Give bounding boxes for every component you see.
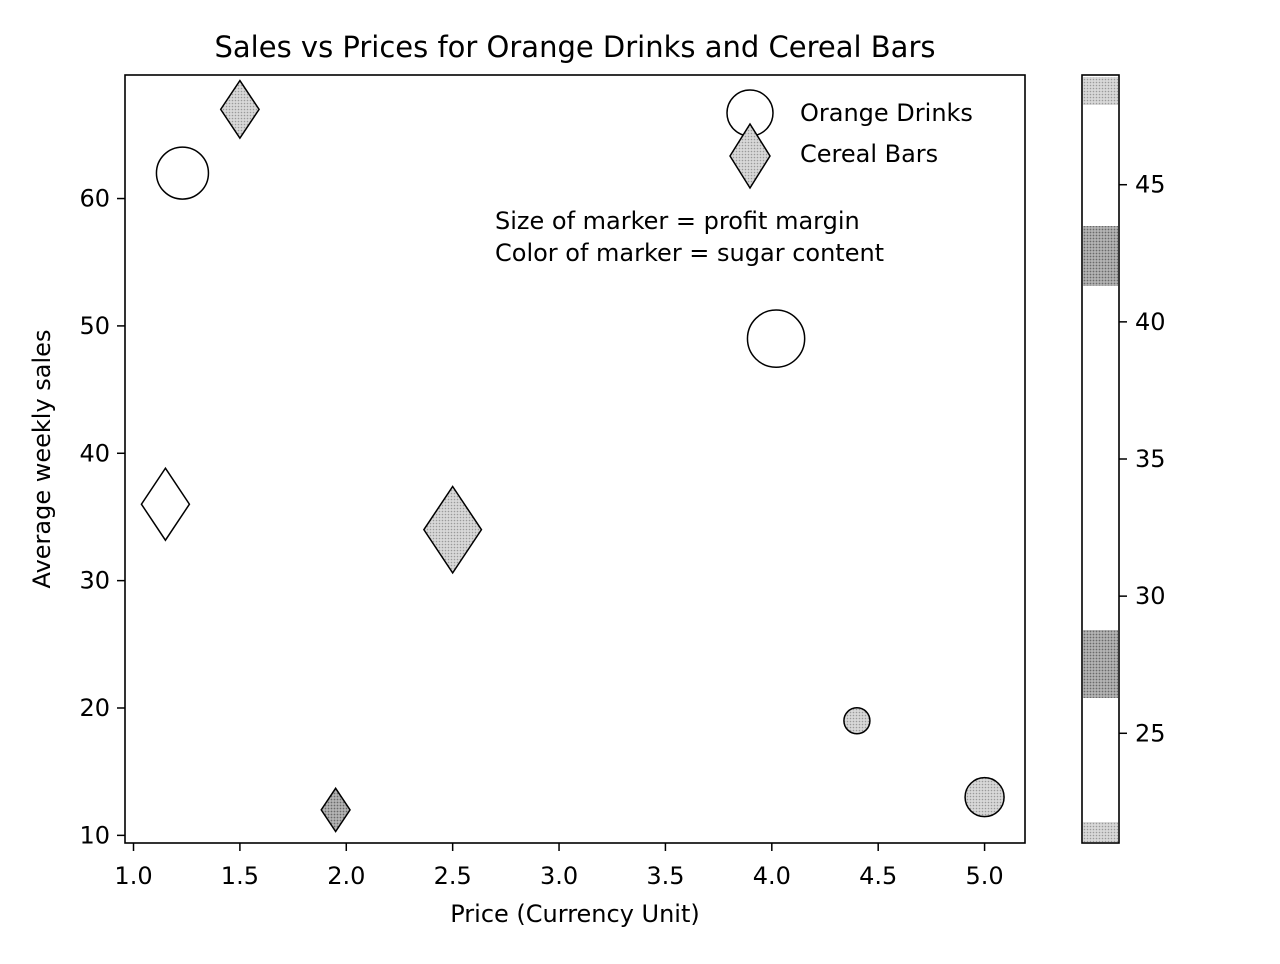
colorbar-tick-label: 45 [1135, 171, 1166, 199]
x-tick-label: 1.0 [114, 862, 152, 890]
orange-drinks-point [155, 146, 210, 200]
cereal-bars-point [422, 485, 483, 575]
y-tick-label: 10 [79, 821, 110, 849]
data-points [140, 79, 1005, 833]
colorbar-band-lower [1083, 630, 1118, 698]
annotation-line-2: Color of marker = sugar content [495, 239, 884, 267]
plot-frame [124, 74, 1026, 844]
orange-drinks-point [964, 776, 1005, 818]
y-tick-label: 40 [79, 439, 110, 467]
legend-label-orange-drinks: Orange Drinks [800, 99, 973, 127]
colorbar-tick-label: 25 [1135, 719, 1166, 747]
x-tick-label: 2.5 [434, 862, 472, 890]
chart-title: Sales vs Prices for Orange Drinks and Ce… [215, 30, 936, 64]
colorbar: 25 30 35 40 45 [1081, 74, 1166, 844]
y-tick-label: 50 [79, 312, 110, 340]
legend: Orange Drinks Cereal Bars [726, 89, 973, 190]
cereal-bars-point [219, 79, 260, 140]
colorbar-band-upper [1083, 226, 1118, 286]
colorbar-tick-label: 40 [1135, 308, 1166, 336]
x-tick-label: 4.5 [859, 862, 897, 890]
y-tick-label: 30 [79, 567, 110, 595]
x-axis: 1.0 1.5 2.0 2.5 3.0 3.5 4.0 4.5 5.0 [114, 843, 1004, 890]
y-axis: 10 20 30 40 50 60 [79, 185, 125, 849]
colorbar-band-bottom [1083, 822, 1118, 842]
y-axis-label: Average weekly sales [28, 330, 56, 589]
annotation-line-1: Size of marker = profit margin [495, 207, 860, 235]
colorbar-tick-label: 35 [1135, 445, 1166, 473]
x-tick-label: 4.0 [753, 862, 791, 890]
colorbar-tick-label: 30 [1135, 582, 1166, 610]
x-tick-label: 2.0 [327, 862, 365, 890]
legend-label-cereal-bars: Cereal Bars [800, 140, 938, 168]
x-tick-label: 3.0 [540, 862, 578, 890]
colorbar-bar [1081, 74, 1120, 844]
cereal-bars-point [320, 786, 351, 833]
x-tick-label: 3.5 [646, 862, 684, 890]
colorbar-ticks: 25 30 35 40 45 [1119, 171, 1166, 747]
colorbar-band-top [1083, 77, 1118, 105]
cereal-bars-point [140, 466, 191, 542]
x-tick-label: 1.5 [221, 862, 259, 890]
legend-diamond-icon [729, 122, 771, 190]
y-tick-label: 20 [79, 694, 110, 722]
y-tick-label: 60 [79, 185, 110, 213]
x-tick-label: 5.0 [965, 862, 1003, 890]
orange-drinks-point [843, 706, 871, 735]
x-axis-label: Price (Currency Unit) [450, 900, 700, 928]
orange-drinks-point [746, 309, 806, 368]
